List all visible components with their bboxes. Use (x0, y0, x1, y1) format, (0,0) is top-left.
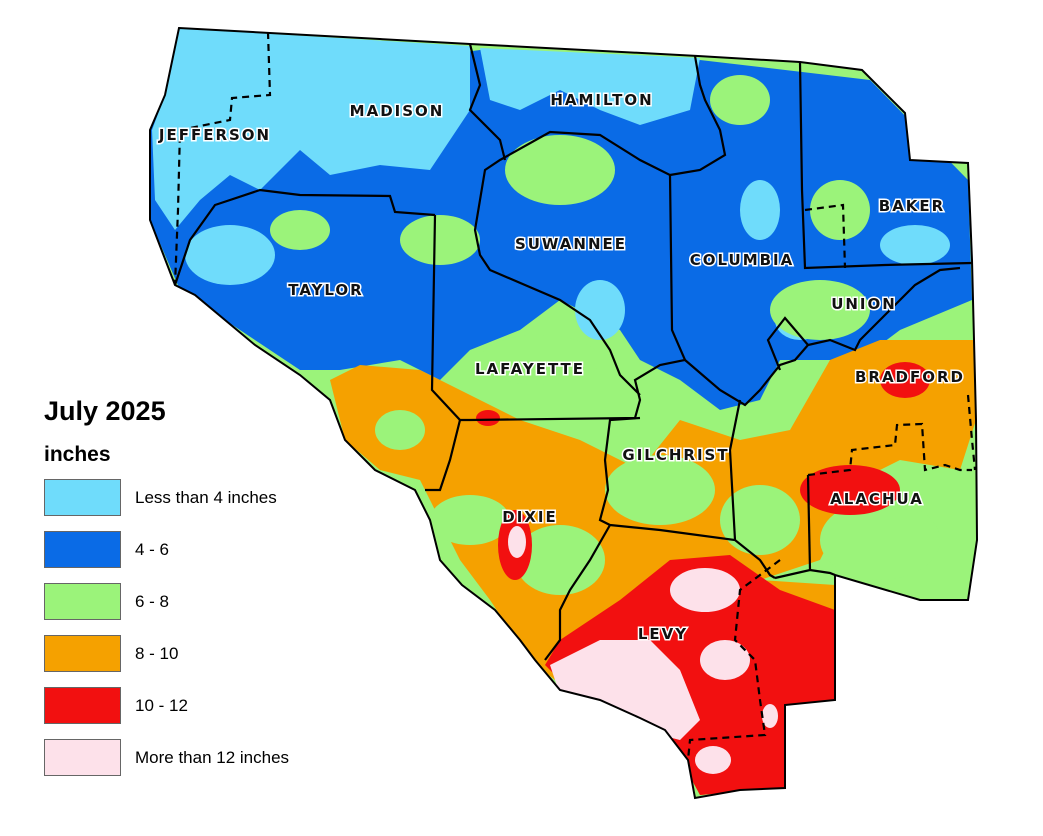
legend-item: 6 - 8 (44, 583, 364, 620)
county-label-bradford: BRADFORD (855, 368, 965, 386)
legend-label: 6 - 8 (135, 592, 170, 611)
county-label-madison: MADISON (350, 102, 445, 120)
county-label-lafayette: LAFAYETTE (475, 360, 585, 378)
legend-unit: inches (44, 443, 111, 466)
county-label-hamilton: HAMILTON (550, 91, 653, 109)
region-outline (149, 26, 979, 800)
legend-swatch (44, 739, 121, 776)
county-label-union: UNION (831, 295, 897, 313)
legend-item: 8 - 10 (44, 635, 364, 672)
legend-item: Less than 4 inches (44, 479, 364, 516)
legend-item: More than 12 inches (44, 739, 364, 776)
legend-label: More than 12 inches (135, 748, 290, 767)
county-label-dixie: DIXIE (502, 508, 557, 526)
county-label-levy: LEVY (638, 625, 688, 643)
county-label-taylor: TAYLOR (288, 281, 363, 299)
legend-swatch (44, 635, 121, 672)
legend-label: 10 - 12 (135, 696, 188, 715)
legend-swatch (44, 583, 121, 620)
legend-item: 10 - 12 (44, 687, 364, 724)
legend-item: 4 - 6 (44, 531, 364, 568)
legend: July 2025 inches Less than 4 inches 4 - … (44, 396, 364, 791)
legend-label: 8 - 10 (135, 644, 179, 663)
county-label-baker: BAKER (879, 197, 945, 215)
county-label-alachua: ALACHUA (830, 490, 924, 508)
legend-swatch (44, 687, 121, 724)
legend-title: July 2025 (44, 396, 166, 426)
legend-label: 4 - 6 (135, 540, 170, 559)
legend-swatch (44, 531, 121, 568)
legend-swatch (44, 479, 121, 516)
county-label-gilchrist: GILCHRIST (622, 446, 729, 464)
county-label-suwannee: SUWANNEE (515, 235, 627, 253)
county-label-columbia: COLUMBIA (690, 251, 795, 269)
county-label-jefferson: JEFFERSON (158, 126, 271, 144)
legend-label: Less than 4 inches (135, 488, 277, 507)
